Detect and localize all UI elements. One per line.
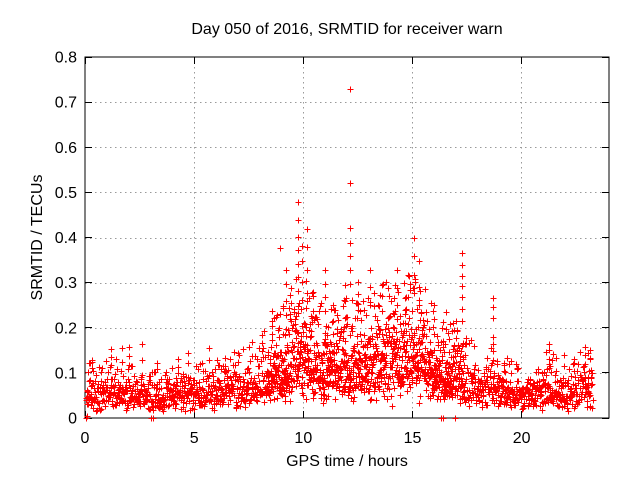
svg-text:15: 15	[404, 430, 422, 447]
x-tick-labels: 0 5 10 15 20	[81, 430, 531, 447]
x-axis-label: GPS time / hours	[286, 453, 408, 470]
svg-text:0: 0	[81, 430, 90, 447]
y-tick-labels: 0 0.1 0.2 0.3 0.4 0.5 0.6 0.7 0.8	[55, 50, 77, 428]
svg-text:0.3: 0.3	[55, 275, 77, 292]
y-axis-label: SRMTID / TECUs	[29, 175, 46, 301]
axis-tick-marks	[85, 57, 609, 419]
svg-text:0.1: 0.1	[55, 365, 77, 382]
svg-text:0.8: 0.8	[55, 50, 77, 67]
svg-text:0.2: 0.2	[55, 320, 77, 337]
svg-text:0.6: 0.6	[55, 140, 77, 157]
svg-text:0.7: 0.7	[55, 95, 77, 112]
svg-text:10: 10	[294, 430, 312, 447]
svg-text:20: 20	[513, 430, 531, 447]
svg-text:0.5: 0.5	[55, 185, 77, 202]
data-points-srmtid	[83, 86, 597, 422]
chart-title: Day 050 of 2016, SRMTID for receiver war…	[191, 21, 502, 38]
svg-text:5: 5	[190, 430, 199, 447]
svg-text:0: 0	[68, 411, 77, 428]
svg-text:0.4: 0.4	[55, 230, 77, 247]
